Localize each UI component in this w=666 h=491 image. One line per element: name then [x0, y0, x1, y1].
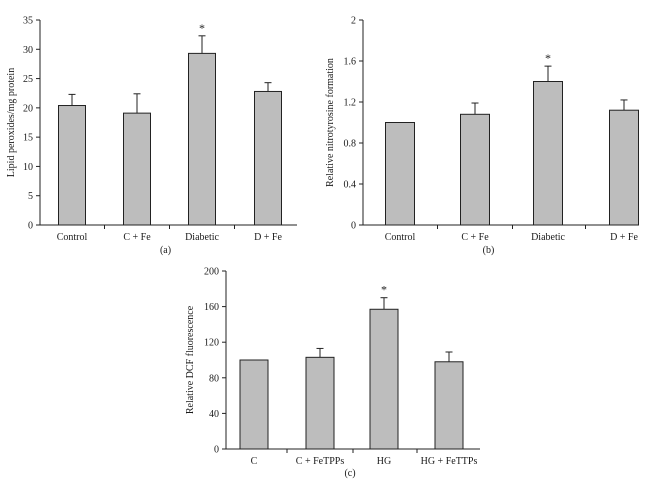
- y-tick-label: 1.2: [344, 98, 357, 109]
- panel-label: (a): [160, 245, 171, 256]
- y-tick-label: 20: [23, 103, 33, 114]
- x-tick-label: Control: [57, 232, 88, 243]
- x-tick-label: C + FeTPPs: [296, 456, 345, 467]
- x-tick-label: C + Fe: [461, 232, 489, 243]
- y-tick-label: 0.8: [344, 139, 357, 150]
- y-tick-label: 160: [204, 302, 219, 313]
- bar: [188, 52, 216, 226]
- chart-panel-3: 0 40 80 120 160 200 C C + FeTPPs HG HG + FeTTPs * R…: [185, 267, 480, 479]
- bar: [385, 122, 415, 226]
- bar: [369, 308, 399, 450]
- significance-marker: *: [381, 283, 387, 297]
- x-tick-label: Control: [385, 232, 416, 243]
- y-tick-label: 120: [204, 338, 219, 349]
- chart-panel-2: 0 0.4 0.8 1.2 1.6 2 Control C + Fe Diabetic D + F…: [325, 16, 639, 256]
- y-tick-label: 0: [28, 221, 33, 232]
- y-tick-label: 0: [214, 445, 219, 456]
- y-tick-label: 35: [23, 16, 33, 27]
- x-tick-label: D + Fe: [254, 232, 282, 243]
- x-tick-label: HG: [377, 456, 391, 467]
- bar: [609, 109, 639, 226]
- bar: [460, 113, 490, 226]
- y-tick-label: 5: [28, 191, 33, 202]
- bar: [533, 81, 563, 226]
- y-tick-label: 2: [351, 16, 356, 27]
- x-tick-label: C: [251, 456, 258, 467]
- y-axis-label: Relative DCF fluorescence: [185, 305, 196, 414]
- y-tick-label: 200: [204, 267, 219, 278]
- bar: [434, 361, 464, 450]
- panel-label: (c): [344, 468, 355, 479]
- significance-marker: *: [199, 21, 205, 35]
- y-tick-label: 0.4: [344, 180, 357, 191]
- y-tick-label: 25: [23, 74, 33, 85]
- x-tick-label: C + Fe: [123, 232, 151, 243]
- y-tick-label: 80: [209, 373, 219, 384]
- y-tick-label: 1.6: [344, 57, 357, 68]
- x-tick-label: HG + FeTTPs: [421, 456, 478, 467]
- chart-panel-1: 0 5 10 15 20 25 30 35 Control C + Fe Diabetic D + F…: [6, 16, 297, 256]
- y-tick-label: 30: [23, 45, 33, 56]
- bar: [123, 112, 151, 226]
- bar: [254, 90, 282, 226]
- y-tick-label: 10: [23, 162, 33, 173]
- y-axis-label: Relative nitrotyrosine formation: [325, 58, 336, 187]
- bar: [58, 105, 86, 226]
- panel-label: (b): [483, 245, 495, 256]
- y-axis-label: Lipid peroxides/mg protein: [6, 68, 17, 177]
- x-tick-label: Diabetic: [185, 232, 219, 243]
- y-tick-label: 0: [351, 221, 356, 232]
- bar: [305, 356, 335, 450]
- y-tick-label: 40: [209, 409, 219, 420]
- x-tick-label: D + Fe: [610, 232, 638, 243]
- x-tick-label: Diabetic: [531, 232, 565, 243]
- bar: [239, 359, 269, 450]
- significance-marker: *: [545, 51, 551, 65]
- y-tick-label: 15: [23, 133, 33, 144]
